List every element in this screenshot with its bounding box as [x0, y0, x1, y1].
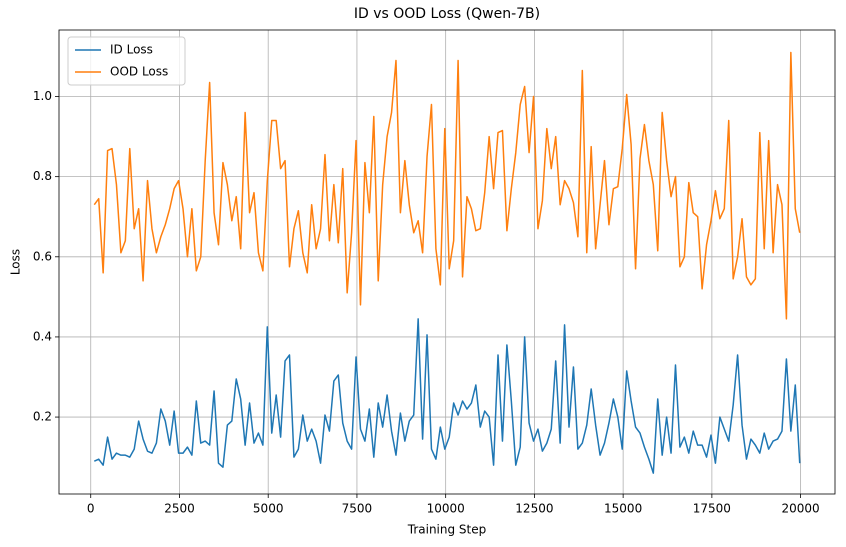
plot-frame	[58, 29, 836, 495]
x-tick-label: 7500	[342, 502, 373, 516]
y-tick-label: 0.8	[33, 169, 52, 183]
y-tick-label: 0.6	[33, 249, 52, 263]
x-axis-label: Training Step	[407, 523, 487, 537]
y-tick-label: 0.4	[33, 329, 52, 343]
legend-label: OOD Loss	[110, 65, 168, 79]
x-tick-label: 20000	[782, 502, 820, 516]
x-tick-label: 10000	[427, 502, 465, 516]
x-tick-label: 0	[87, 502, 95, 516]
x-tick-label: 12500	[515, 502, 553, 516]
x-tick-label: 15000	[604, 502, 642, 516]
y-axis-label: Loss	[9, 249, 23, 275]
legend-label: ID Loss	[110, 43, 153, 57]
data-line	[93, 51, 801, 320]
legend-box	[67, 36, 186, 86]
chart-title: ID vs OOD Loss (Qwen-7B)	[354, 6, 540, 22]
data-line	[93, 318, 801, 474]
x-tick-label: 2500	[164, 502, 195, 516]
x-tick-label: 17500	[693, 502, 731, 516]
y-tick-label: 0.2	[33, 410, 52, 424]
x-tick-label: 5000	[253, 502, 284, 516]
y-tick-label: 1.0	[33, 89, 52, 103]
